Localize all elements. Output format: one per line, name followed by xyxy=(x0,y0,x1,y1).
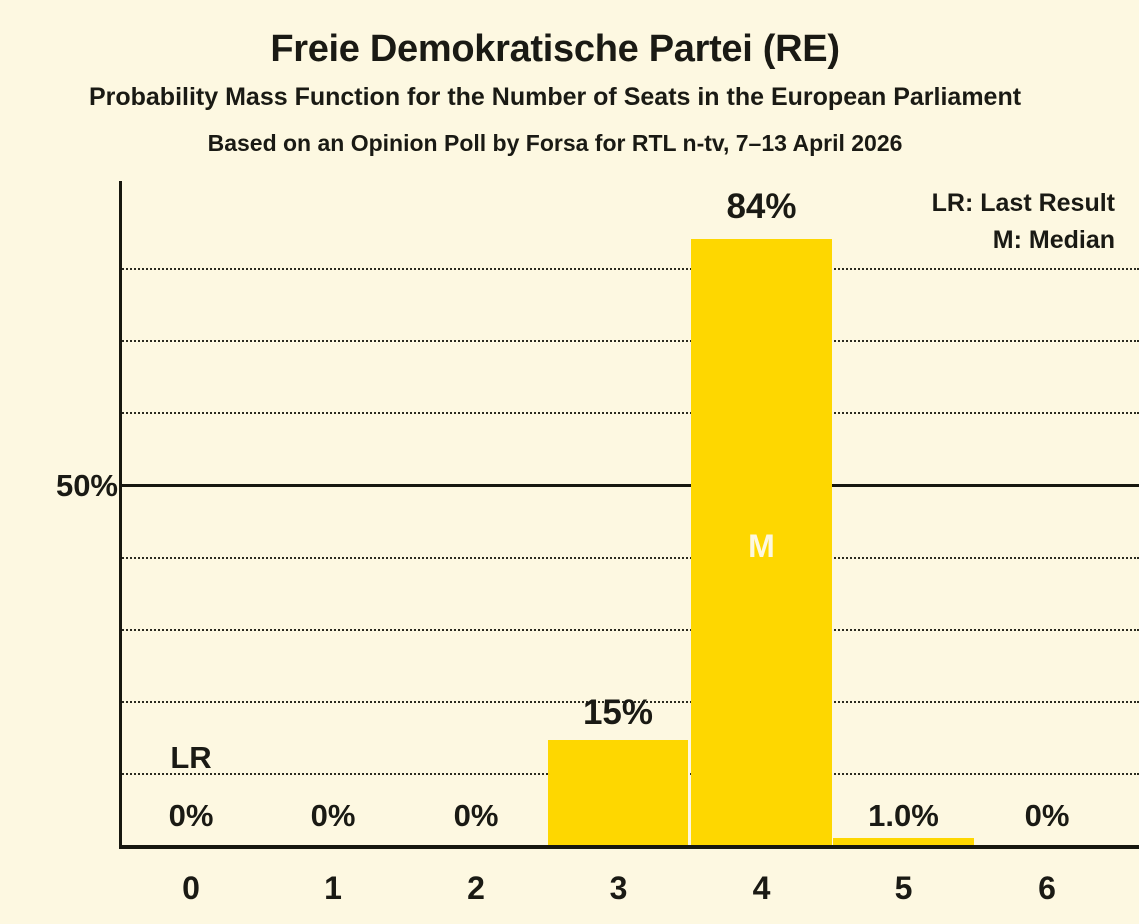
legend-entry-median: M: Median xyxy=(992,226,1115,254)
chart-title: Freie Demokratische Partei (RE) xyxy=(270,28,840,70)
bar-value-3: 15% xyxy=(582,693,654,732)
gridline-50-major xyxy=(119,484,1139,487)
x-tick-6: 6 xyxy=(1038,870,1056,906)
x-tick-5: 5 xyxy=(894,870,913,906)
gridline-80 xyxy=(119,268,1139,270)
bar-value-5: 1.0% xyxy=(868,798,939,833)
x-tick-0: 0 xyxy=(182,870,200,906)
bar-value-1: 0% xyxy=(310,798,356,833)
bar-value-6: 0% xyxy=(1024,798,1070,833)
legend-entry-last-result: LR: Last Result xyxy=(931,189,1115,217)
gridline-70 xyxy=(119,340,1139,342)
median-marker: M xyxy=(748,528,775,564)
x-tick-4: 4 xyxy=(752,870,771,906)
gridline-60 xyxy=(119,412,1139,414)
bar-value-0: 0% xyxy=(168,798,214,833)
bar-5[interactable] xyxy=(833,838,974,845)
y-axis-label-50: 50% xyxy=(55,468,118,503)
bar-value-2: 0% xyxy=(453,798,499,833)
bar-3[interactable] xyxy=(548,740,688,845)
chart-header: Freie Demokratische Partei (RE) Probabil… xyxy=(0,0,1110,158)
gridline-40 xyxy=(119,557,1139,559)
chart-source-line: Based on an Opinion Poll by Forsa for RT… xyxy=(207,130,903,156)
chart-subtitle: Probability Mass Function for the Number… xyxy=(88,83,1022,111)
bar-4[interactable] xyxy=(691,239,832,845)
gridline-20 xyxy=(119,701,1139,703)
last-result-marker: LR xyxy=(170,740,212,775)
gridline-30 xyxy=(119,629,1139,631)
x-tick-3: 3 xyxy=(609,870,628,906)
x-tick-2: 2 xyxy=(467,870,485,906)
chart-legend: LR: Last Result M: Median xyxy=(932,185,1115,259)
x-axis-line xyxy=(119,845,1139,849)
x-tick-1: 1 xyxy=(324,870,342,906)
bar-value-4: 84% xyxy=(726,187,797,226)
y-axis-line xyxy=(119,181,122,848)
